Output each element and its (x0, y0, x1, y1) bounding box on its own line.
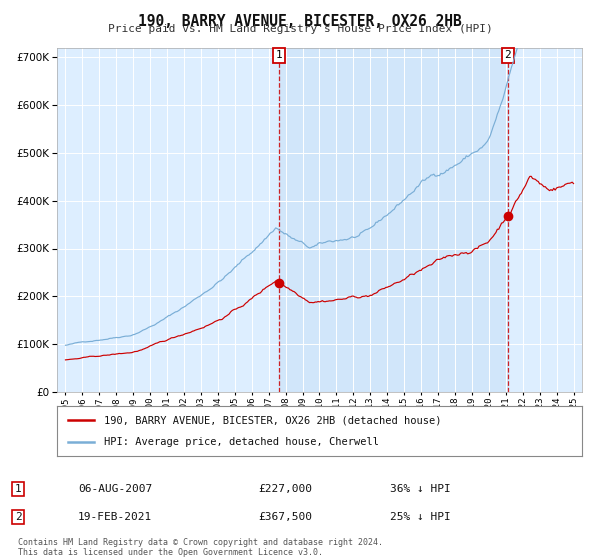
Text: 2: 2 (14, 512, 22, 522)
Text: 36% ↓ HPI: 36% ↓ HPI (390, 484, 451, 494)
Text: 190, BARRY AVENUE, BICESTER, OX26 2HB: 190, BARRY AVENUE, BICESTER, OX26 2HB (138, 14, 462, 29)
Text: 2: 2 (505, 50, 511, 60)
Text: 06-AUG-2007: 06-AUG-2007 (78, 484, 152, 494)
Text: 25% ↓ HPI: 25% ↓ HPI (390, 512, 451, 522)
Bar (279, 48, 508, 392)
Text: 190, BARRY AVENUE, BICESTER, OX26 2HB (detached house): 190, BARRY AVENUE, BICESTER, OX26 2HB (d… (104, 415, 442, 425)
Text: 19-FEB-2021: 19-FEB-2021 (78, 512, 152, 522)
Text: 1: 1 (14, 484, 22, 494)
Text: Contains HM Land Registry data © Crown copyright and database right 2024.
This d: Contains HM Land Registry data © Crown c… (18, 538, 383, 557)
Text: £367,500: £367,500 (258, 512, 312, 522)
Text: £227,000: £227,000 (258, 484, 312, 494)
Text: 1: 1 (275, 50, 282, 60)
Text: Price paid vs. HM Land Registry's House Price Index (HPI): Price paid vs. HM Land Registry's House … (107, 24, 493, 34)
Text: HPI: Average price, detached house, Cherwell: HPI: Average price, detached house, Cher… (104, 437, 379, 447)
